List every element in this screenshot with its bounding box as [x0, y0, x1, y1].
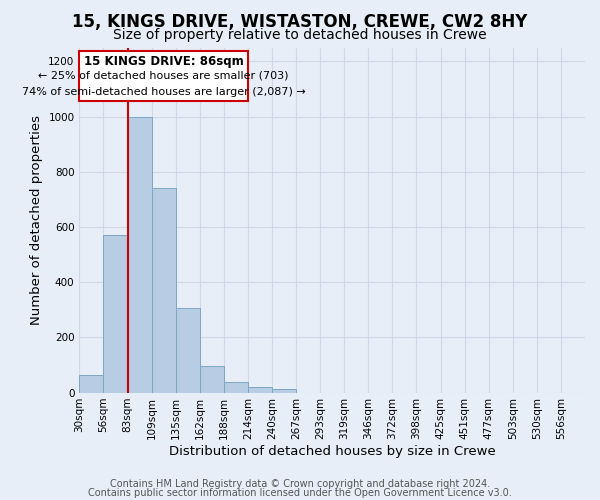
Text: Size of property relative to detached houses in Crewe: Size of property relative to detached ho…: [113, 28, 487, 42]
Bar: [152, 188, 176, 392]
Text: Contains HM Land Registry data © Crown copyright and database right 2024.: Contains HM Land Registry data © Crown c…: [110, 479, 490, 489]
Text: 15, KINGS DRIVE, WISTASTON, CREWE, CW2 8HY: 15, KINGS DRIVE, WISTASTON, CREWE, CW2 8…: [73, 12, 527, 30]
Bar: [224, 382, 248, 392]
Bar: [79, 374, 103, 392]
Text: 74% of semi-detached houses are larger (2,087) →: 74% of semi-detached houses are larger (…: [22, 86, 305, 97]
Bar: [176, 308, 200, 392]
Bar: [248, 386, 272, 392]
Bar: [103, 236, 128, 392]
Bar: [272, 390, 296, 392]
Bar: [200, 366, 224, 392]
X-axis label: Distribution of detached houses by size in Crewe: Distribution of detached houses by size …: [169, 444, 496, 458]
Text: ← 25% of detached houses are smaller (703): ← 25% of detached houses are smaller (70…: [38, 70, 289, 81]
Y-axis label: Number of detached properties: Number of detached properties: [30, 115, 43, 325]
Text: 15 KINGS DRIVE: 86sqm: 15 KINGS DRIVE: 86sqm: [84, 55, 244, 68]
Text: Contains public sector information licensed under the Open Government Licence v3: Contains public sector information licen…: [88, 488, 512, 498]
Bar: [79, 51, 248, 102]
Bar: [128, 116, 152, 392]
